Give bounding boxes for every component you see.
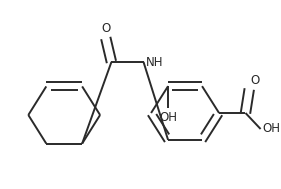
Text: O: O <box>250 74 259 87</box>
Text: O: O <box>101 22 110 35</box>
Text: NH: NH <box>146 57 164 70</box>
Text: OH: OH <box>262 122 280 136</box>
Text: OH: OH <box>159 111 177 124</box>
